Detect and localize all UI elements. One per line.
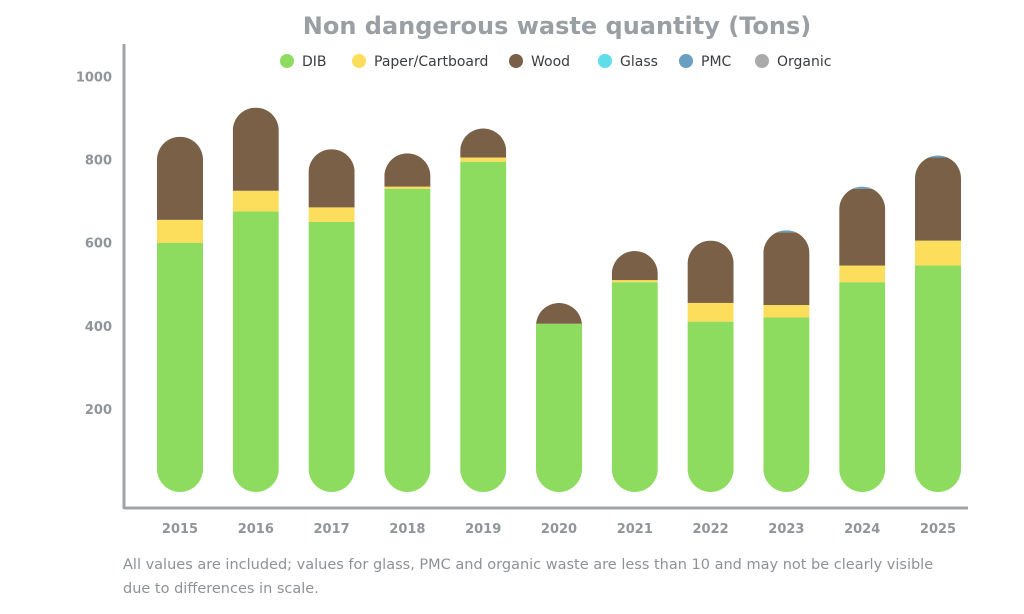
bar-2016: [232, 107, 279, 492]
bar-segment-wood: [839, 188, 886, 266]
y-tick-label: 1000: [76, 71, 112, 86]
bar-segment-dib: [915, 265, 961, 492]
legend-label-organic: Organic: [777, 54, 831, 70]
bar-segment-wood: [460, 128, 507, 158]
legend-swatch-paper-cartboard: [352, 54, 366, 68]
bar-segment-wood: [536, 302, 582, 324]
bar-segment-paper-cartboard: [611, 280, 658, 283]
bar-2023: [763, 230, 810, 492]
bars: [157, 107, 961, 492]
x-tick-label: 2022: [693, 522, 729, 537]
x-axis-ticks: 2015 2016 2017 2018 2019 2020 2021 2022 2023 2024…: [162, 522, 956, 537]
bar-2017: [308, 149, 355, 492]
legend-label-paper-cartboard: Paper/Cartboard: [374, 54, 488, 70]
bar-segment-pmc: [763, 230, 810, 233]
bar-segment-dib: [308, 221, 355, 492]
legend: DIB Paper/Cartboard Wood Glass PMC Organic: [280, 54, 831, 70]
y-tick-label: 200: [85, 403, 112, 418]
bar-segment-dib: [232, 211, 279, 492]
legend-swatch-pmc: [679, 54, 693, 68]
bar-segment-dib: [460, 161, 507, 492]
legend-label-wood: Wood: [531, 54, 570, 70]
y-axis-ticks: 200 400 600 800 1000: [76, 71, 112, 418]
bar-segment-dib: [611, 282, 658, 492]
bar-segment-pmc: [839, 186, 886, 189]
x-tick-label: 2018: [389, 522, 425, 537]
bar-2021: [611, 251, 658, 492]
bar-segment-dib: [839, 282, 886, 492]
bar-segment-wood: [687, 240, 734, 303]
bar-segment-paper-cartboard: [763, 305, 810, 318]
bar-segment-paper-cartboard: [384, 186, 431, 189]
bar-segment-pmc: [915, 155, 961, 158]
bar-2024: [839, 186, 886, 492]
bar-segment-paper-cartboard: [687, 302, 734, 322]
x-tick-label: 2023: [768, 522, 804, 537]
x-tick-label: 2021: [617, 522, 653, 537]
legend-swatch-wood: [509, 54, 523, 68]
legend-swatch-organic: [755, 54, 769, 68]
x-tick-label: 2015: [162, 522, 198, 537]
bar-segment-paper-cartboard: [915, 240, 961, 266]
footnote: All values are included; values for glas…: [123, 557, 934, 597]
y-tick-label: 600: [85, 237, 112, 252]
bar-segment-wood: [763, 232, 810, 306]
x-tick-label: 2024: [844, 522, 880, 537]
bar-segment-wood: [232, 107, 279, 191]
bar-segment-paper-cartboard: [232, 190, 279, 212]
bar-segment-dib: [536, 323, 582, 492]
bar-2015: [157, 136, 203, 492]
bar-2019: [460, 128, 507, 492]
bar-2022: [687, 240, 734, 492]
bar-segment-paper-cartboard: [839, 265, 886, 283]
bar-2025: [915, 155, 961, 492]
x-tick-label: 2025: [920, 522, 956, 537]
y-tick-label: 800: [85, 154, 112, 169]
x-tick-label: 2017: [314, 522, 350, 537]
legend-label-glass: Glass: [620, 54, 658, 70]
chart-title: Non dangerous waste quantity (Tons): [303, 12, 811, 40]
x-tick-label: 2016: [238, 522, 274, 537]
legend-label-dib: DIB: [302, 54, 327, 70]
legend-label-pmc: PMC: [701, 54, 732, 70]
bar-segment-wood: [915, 157, 961, 241]
bar-2020: [536, 302, 582, 492]
bar-segment-wood: [611, 251, 658, 281]
bar-segment-dib: [384, 188, 431, 492]
x-tick-label: 2019: [465, 522, 501, 537]
bar-2018: [384, 153, 431, 492]
legend-swatch-dib: [280, 54, 294, 68]
bar-segment-paper-cartboard: [157, 219, 203, 243]
bar-segment-paper-cartboard: [308, 207, 355, 222]
y-tick-label: 400: [85, 320, 112, 335]
bar-segment-paper-cartboard: [460, 157, 507, 162]
legend-swatch-glass: [598, 54, 612, 68]
bar-segment-wood: [157, 136, 203, 220]
bar-segment-dib: [157, 242, 203, 492]
bar-segment-wood: [384, 153, 431, 187]
bar-segment-dib: [687, 321, 734, 492]
bar-segment-dib: [763, 317, 810, 492]
bar-segment-wood: [308, 149, 355, 208]
x-tick-label: 2020: [541, 522, 577, 537]
